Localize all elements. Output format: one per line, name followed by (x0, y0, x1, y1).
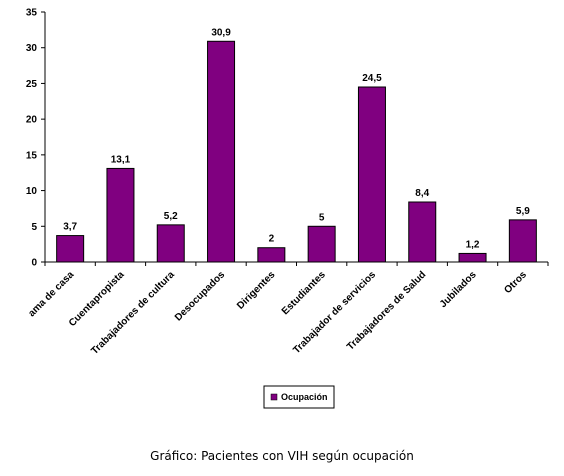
y-tick-label: 20 (26, 115, 38, 126)
x-category-label: Estudiantes (280, 269, 328, 317)
y-tick-label: 10 (26, 186, 38, 197)
y-tick-label: 5 (31, 222, 37, 233)
data-label: 1,2 (466, 239, 480, 250)
data-label: 13,1 (111, 154, 131, 165)
bar (508, 219, 537, 263)
bar (156, 224, 185, 263)
x-category-label: Trabajador de servicios (291, 269, 378, 356)
bar (56, 235, 85, 263)
x-category-label: Jubilados (438, 269, 479, 310)
data-label: 8,4 (415, 188, 429, 199)
legend-box (263, 385, 335, 409)
legend-label: Ocupación (281, 392, 328, 402)
chart-legend: Ocupación (263, 385, 335, 409)
x-category-label: Desocupados (173, 269, 227, 323)
y-tick-label: 0 (31, 258, 37, 269)
data-label: 5 (319, 212, 325, 223)
x-category-label: Trabajadores de cultura (89, 269, 177, 357)
bar (307, 225, 336, 263)
bar (207, 40, 236, 263)
data-label: 5,2 (164, 211, 178, 222)
bar (257, 247, 286, 263)
bar (408, 201, 437, 263)
bar (106, 167, 135, 263)
data-label: 24,5 (362, 73, 382, 84)
x-category-label: Otros (502, 269, 529, 296)
bar (458, 252, 487, 263)
chart-caption: Gráfico: Pacientes con VIH según ocupaci… (150, 449, 414, 463)
data-label: 3,7 (63, 222, 77, 233)
y-tick-label: 35 (26, 8, 38, 19)
legend-swatch (270, 393, 278, 401)
data-label: 30,9 (211, 27, 231, 38)
bar (357, 86, 386, 263)
y-tick-label: 30 (26, 43, 38, 54)
chart-bars (56, 40, 537, 263)
x-category-label: ama de casa (26, 269, 76, 319)
y-tick-label: 15 (26, 150, 38, 161)
y-tick-label: 25 (26, 79, 38, 90)
data-label: 5,9 (516, 206, 530, 217)
data-label: 2 (269, 234, 275, 245)
x-category-label: Dirigentes (235, 269, 278, 312)
